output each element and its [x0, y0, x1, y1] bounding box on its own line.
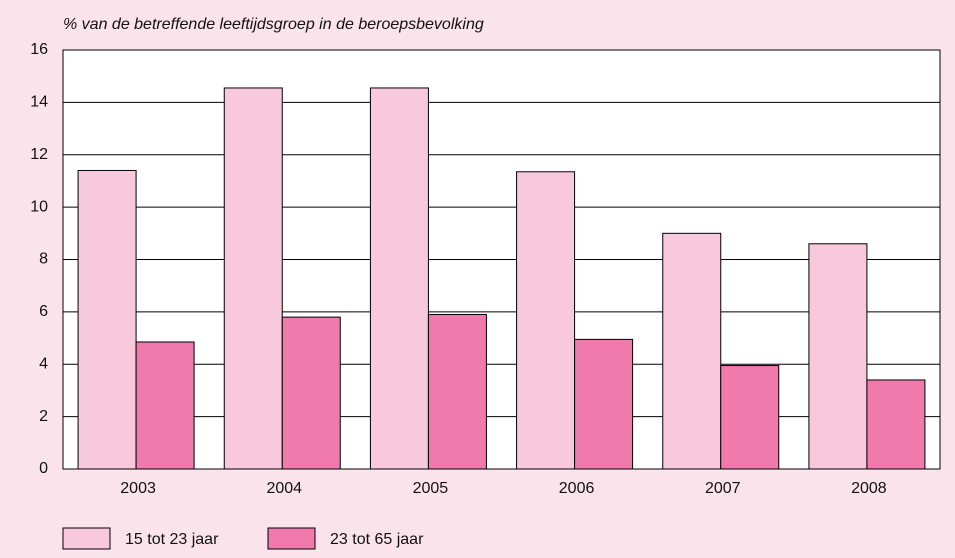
- y-tick-label: 6: [39, 303, 48, 320]
- bar: [281, 316, 341, 470]
- bar: [720, 365, 780, 470]
- y-tick-label: 0: [39, 460, 48, 477]
- bar: [808, 243, 868, 470]
- legend-label: 15 tot 23 jaar: [125, 531, 219, 548]
- bar: [662, 232, 722, 470]
- y-tick-label: 14: [30, 94, 48, 111]
- x-tick-label: 2008: [851, 480, 887, 497]
- y-axis-label: % van de betreffende leeftijdsgroep in d…: [63, 16, 484, 33]
- bar: [369, 87, 429, 470]
- bar: [427, 313, 487, 470]
- x-tick-label: 2005: [413, 480, 449, 497]
- y-tick-label: 8: [39, 251, 48, 268]
- y-tick-label: 16: [30, 41, 48, 58]
- plot-border: [62, 49, 941, 470]
- y-tick-label: 2: [39, 408, 48, 425]
- x-tick-label: 2003: [120, 480, 156, 497]
- y-tick-label: 10: [30, 198, 48, 215]
- bar: [135, 341, 195, 470]
- legend-label: 23 tot 65 jaar: [330, 531, 424, 548]
- x-tick-label: 2006: [559, 480, 595, 497]
- x-tick-label: 2007: [705, 480, 741, 497]
- bar: [574, 338, 634, 470]
- y-tick-label: 12: [30, 146, 48, 163]
- x-tick-label: 2004: [266, 480, 302, 497]
- y-tick-label: 4: [39, 355, 48, 372]
- legend-swatch: [267, 527, 316, 550]
- legend-swatch: [62, 527, 111, 550]
- bar: [866, 379, 926, 470]
- bar: [223, 87, 283, 470]
- bar: [77, 169, 137, 470]
- bar: [516, 171, 576, 470]
